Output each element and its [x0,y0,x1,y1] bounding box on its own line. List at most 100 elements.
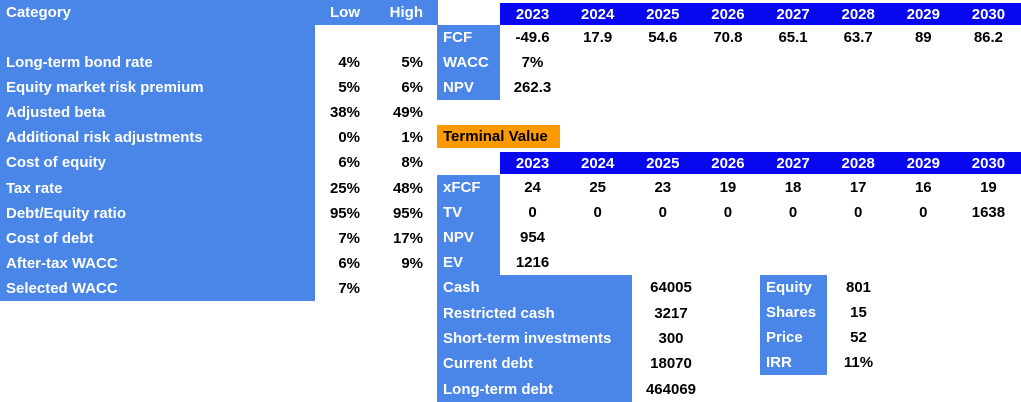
price-value-cell[interactable]: 52 [850,329,867,347]
year-header-cell[interactable]: 2024 [581,154,615,172]
ev-value-cell[interactable]: 1216 [515,254,550,271]
xfcf-value-cell[interactable]: 19 [719,179,737,196]
year-header-cell[interactable]: 2026 [711,154,745,172]
shares-label-cell[interactable]: Shares [760,300,827,326]
irr-value-cell[interactable]: 11% [843,354,874,372]
assumption-label-cell[interactable]: Equity market risk premium [0,75,315,101]
balance-value-cell[interactable]: 300 [658,329,684,347]
assumption-label-cell[interactable]: Debt/Equity ratio [0,200,315,226]
low-value-cell[interactable] [315,25,376,50]
year-header-cell[interactable]: 2025 [646,154,680,172]
xfcf-label-cell[interactable]: xFCF [437,175,500,201]
tv-value-cell[interactable]: 0 [919,204,928,221]
high-value-cell[interactable]: 6% [401,79,423,97]
fcf-value-cell[interactable]: 86.2 [973,29,1004,46]
year-header-cell[interactable]: 2029 [906,5,940,23]
xfcf-value-cell[interactable]: 17 [849,179,867,196]
xfcf-value-cell[interactable]: 16 [914,179,932,196]
low-value-cell[interactable]: 25% [329,179,360,197]
year-header-cell[interactable]: 2028 [841,154,875,172]
tv-value-cell[interactable]: 0 [658,204,667,221]
low-value-cell[interactable]: 38% [329,104,360,122]
high-value-cell[interactable] [376,276,438,301]
year-header-cell[interactable]: 2027 [776,5,810,23]
balance-label-cell[interactable]: Current debt [437,351,632,377]
balance-value-cell[interactable]: 464069 [645,380,697,398]
assumption-label-cell[interactable]: Tax rate [0,175,315,201]
low-value-cell[interactable]: 0% [338,129,360,147]
low-header-cell[interactable]: Low [330,4,360,21]
assumption-label-cell[interactable]: Cost of debt [0,225,315,251]
assumption-label-cell[interactable]: Selected WACC [0,275,315,301]
fcf-value-cell[interactable]: 63.7 [843,29,873,46]
fcf-value-cell[interactable]: 54.6 [648,29,678,46]
fcf-label-cell[interactable]: FCF [437,25,500,51]
tv-value-cell[interactable]: 0 [593,204,602,221]
tv-value-cell[interactable]: 1638 [971,204,1006,221]
tv-value-cell[interactable]: 0 [788,204,798,221]
equity-label-cell[interactable]: Equity [760,275,827,301]
low-value-cell[interactable]: 5% [338,79,360,97]
assumption-label-cell[interactable]: After-tax WACC [0,250,315,276]
low-value-cell[interactable]: 7% [338,279,360,297]
low-value-cell[interactable]: 6% [338,254,360,272]
xfcf-value-cell[interactable]: 23 [654,179,672,196]
tv-value-cell[interactable]: 0 [854,204,863,221]
high-value-cell[interactable]: 95% [392,204,423,222]
low-value-cell[interactable]: 7% [338,229,360,247]
fcf-value-cell[interactable]: 89 [914,29,932,46]
year-header-cell[interactable]: 2028 [841,5,875,23]
high-value-cell[interactable]: 1% [401,129,423,147]
xfcf-value-cell[interactable]: 25 [589,179,607,196]
high-value-cell[interactable]: 8% [401,154,423,172]
year-header-cell[interactable]: 2030 [971,154,1006,172]
xfcf-value-cell[interactable]: 19 [980,179,997,196]
npv-value-cell[interactable]: 262.3 [513,79,552,96]
low-value-cell[interactable]: 95% [329,204,360,222]
tv-value-cell[interactable]: 0 [528,204,537,221]
xfcf-value-cell[interactable]: 18 [784,179,802,196]
high-value-cell[interactable] [376,25,438,50]
irr-label-cell[interactable]: IRR [760,350,827,376]
balance-label-cell[interactable]: Short-term investments [437,325,632,352]
equity-value-cell[interactable]: 801 [845,279,872,297]
wacc-label-cell[interactable]: WACC [437,50,500,76]
year-header-cell[interactable]: 2023 [515,154,550,172]
price-label-cell[interactable]: Price [760,325,827,351]
tv-label-cell[interactable]: TV [437,200,500,226]
ev-label-cell[interactable]: EV [437,250,500,276]
year-header-cell[interactable]: 2023 [515,5,550,23]
balance-label-cell[interactable]: Restricted cash [437,300,632,326]
xfcf-value-cell[interactable]: 24 [524,179,541,196]
tv-value-cell[interactable]: 0 [723,204,733,221]
assumption-label-cell[interactable]: Additional risk adjustments [0,125,315,151]
year-header-cell[interactable]: 2029 [906,154,940,172]
shares-value-cell[interactable]: 15 [850,304,867,322]
balance-label-cell[interactable]: Long-term debt [437,376,632,402]
balance-value-cell[interactable]: 18070 [650,355,692,373]
balance-value-cell[interactable]: 64005 [650,279,692,297]
terminal-npv-value-cell[interactable]: 954 [519,229,546,246]
high-value-cell[interactable]: 9% [401,254,423,272]
high-header-cell[interactable]: High [389,4,423,21]
terminal-npv-label-cell[interactable]: NPV [437,225,500,251]
high-value-cell[interactable]: 17% [392,229,423,247]
fcf-value-cell[interactable]: 65.1 [778,29,808,46]
high-value-cell[interactable]: 48% [392,179,423,197]
low-value-cell[interactable]: 6% [338,154,360,172]
assumption-label-cell[interactable]: Cost of equity [0,150,315,176]
npv-label-cell[interactable]: NPV [437,75,500,101]
year-header-cell[interactable]: 2027 [776,154,810,172]
assumption-label-cell[interactable]: Adjusted beta [0,100,315,126]
year-header-cell[interactable]: 2025 [646,5,680,23]
fcf-value-cell[interactable]: 17.9 [583,29,613,46]
wacc-value-cell[interactable]: 7% [521,54,544,71]
fcf-value-cell[interactable]: 70.8 [713,29,743,46]
assumption-label-cell[interactable] [0,25,315,50]
assumption-label-cell[interactable]: Long-term bond rate [0,50,315,76]
fcf-value-cell[interactable]: -49.6 [515,29,550,46]
balance-value-cell[interactable]: 3217 [654,304,688,322]
year-header-cell[interactable]: 2024 [581,5,615,23]
high-value-cell[interactable]: 5% [401,54,423,72]
high-value-cell[interactable]: 49% [392,104,423,122]
